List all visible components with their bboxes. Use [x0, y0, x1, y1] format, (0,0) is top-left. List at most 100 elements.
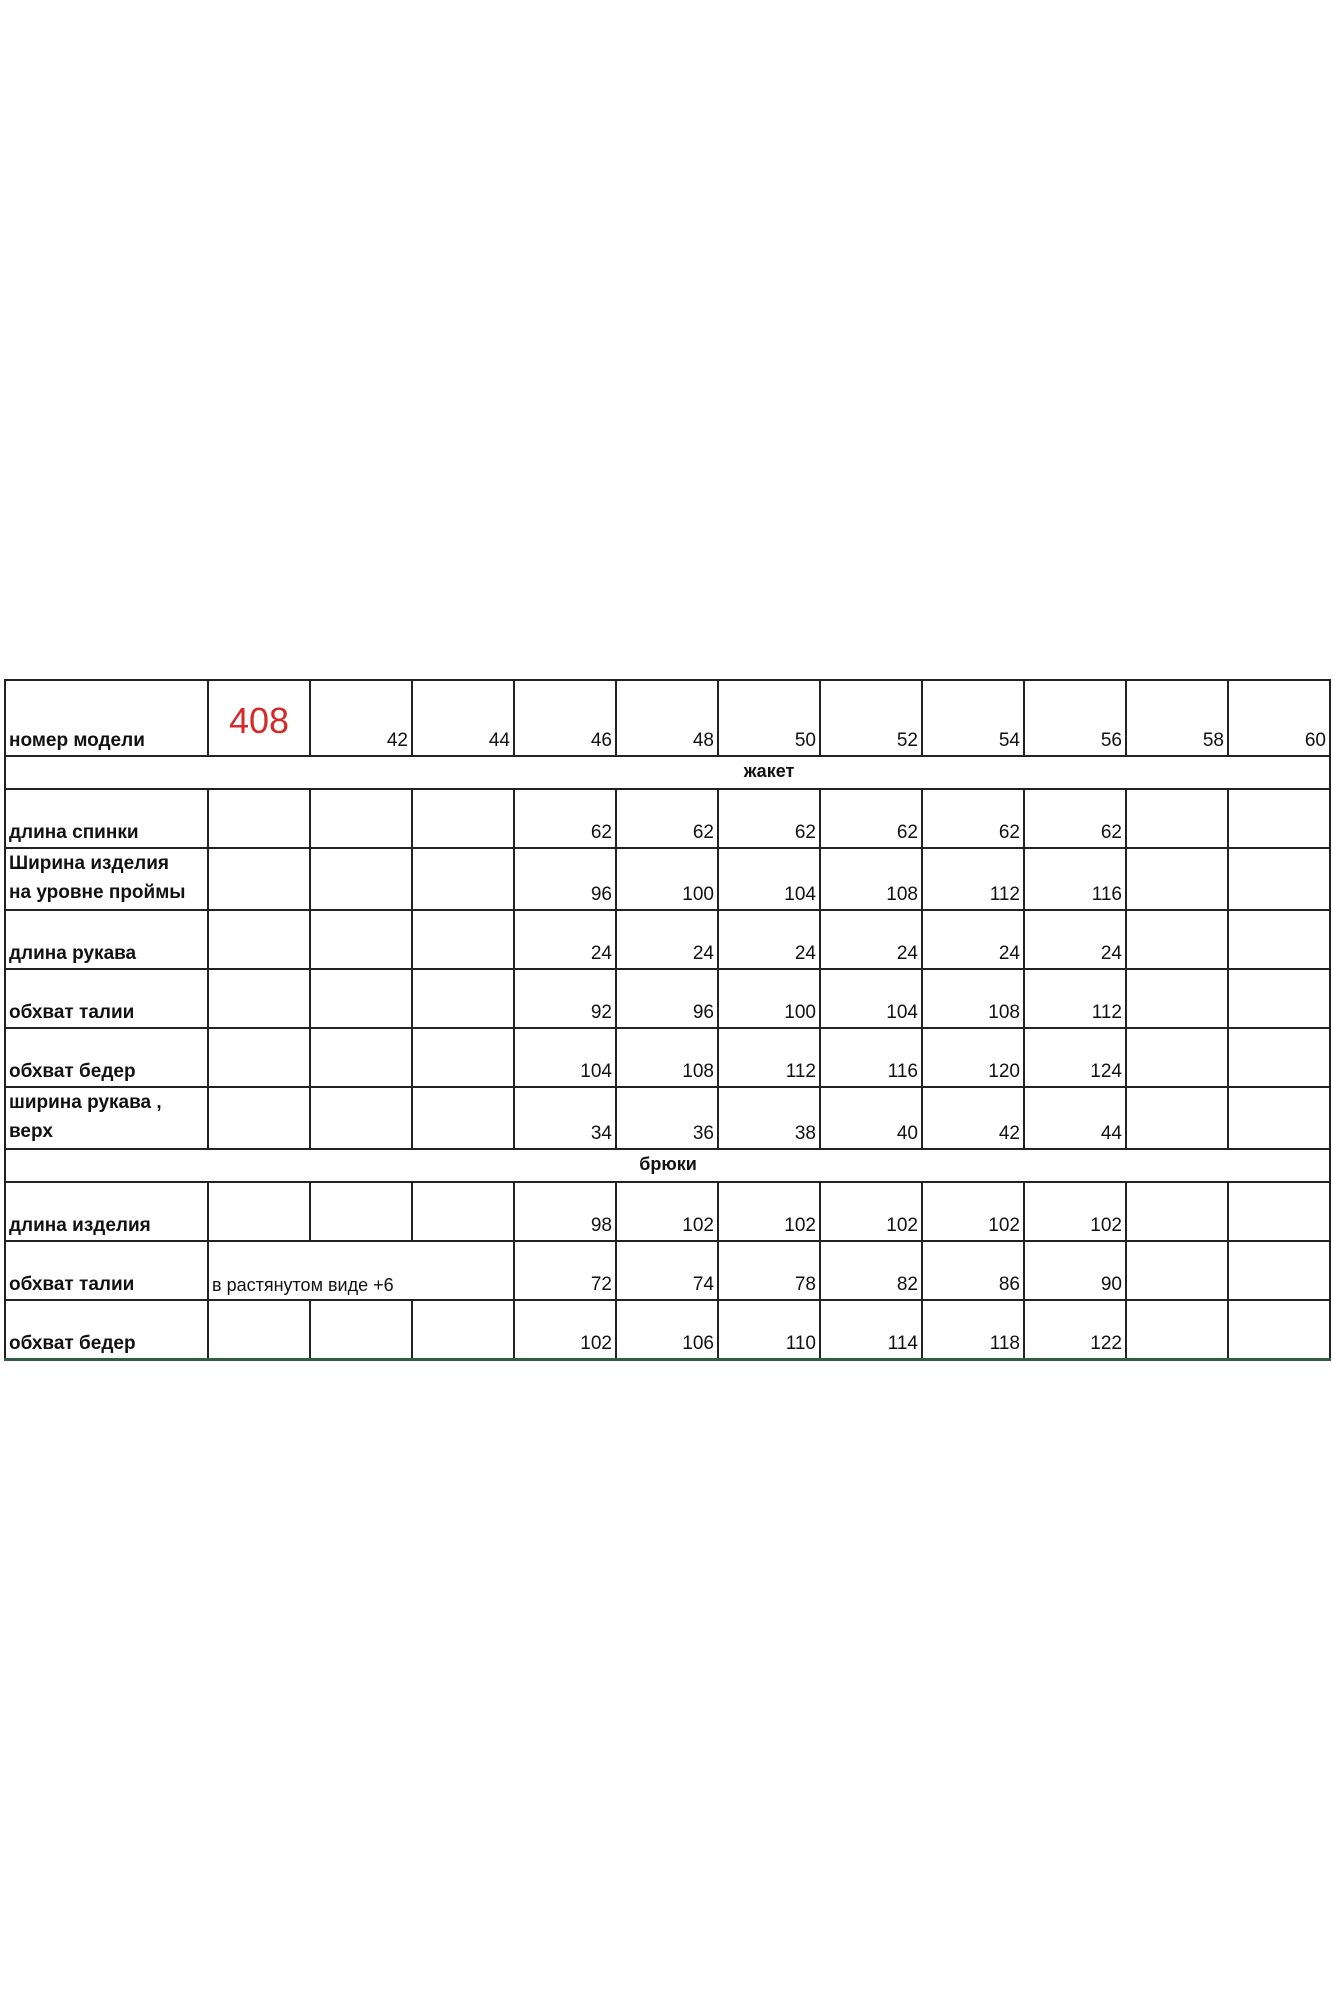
value-cell: 96	[615, 968, 719, 1029]
value-cell: 102	[1023, 1181, 1127, 1242]
empty-cell	[207, 909, 311, 970]
value-cell	[1227, 1181, 1331, 1242]
model-label: номер модели	[4, 679, 209, 757]
value-cell: 72	[513, 1240, 617, 1301]
size-header: 58	[1125, 679, 1229, 757]
value-cell	[1227, 1086, 1331, 1150]
value-cell	[411, 1086, 515, 1150]
value-cell: 116	[1023, 847, 1127, 911]
value-cell	[1125, 1086, 1229, 1150]
value-cell	[1125, 1027, 1229, 1088]
value-cell: 106	[615, 1299, 719, 1361]
label-line: на уровне проймы	[9, 882, 186, 903]
value-cell: 108	[819, 847, 923, 911]
value-cell	[411, 909, 515, 970]
empty-cell	[207, 1299, 311, 1361]
empty-cell	[412, 1240, 514, 1301]
value-cell	[1227, 968, 1331, 1029]
value-cell	[411, 1299, 515, 1361]
value-cell: 116	[819, 1027, 923, 1088]
value-cell: 96	[513, 847, 617, 911]
value-cell	[411, 968, 515, 1029]
value-cell: 112	[717, 1027, 821, 1088]
value-cell: 24	[921, 909, 1025, 970]
empty-cell	[207, 1027, 311, 1088]
value-cell: 82	[819, 1240, 923, 1301]
section-row: брюки	[4, 1148, 1331, 1183]
value-cell: 102	[921, 1181, 1025, 1242]
value-cell: 24	[819, 909, 923, 970]
size-header: 46	[513, 679, 617, 757]
section-row: жакет	[4, 755, 1331, 790]
value-cell	[1227, 788, 1331, 849]
value-cell: 24	[615, 909, 719, 970]
value-cell: 120	[921, 1027, 1025, 1088]
measurement-label: ширина рукава , верх	[4, 1086, 209, 1150]
size-header: 42	[309, 679, 413, 757]
label-line: верх	[9, 1121, 53, 1142]
value-cell: 104	[819, 968, 923, 1029]
value-cell	[309, 968, 413, 1029]
value-cell: 102	[717, 1181, 821, 1242]
value-cell: 34	[513, 1086, 617, 1150]
value-cell: 102	[615, 1181, 719, 1242]
value-cell: 42	[921, 1086, 1025, 1150]
value-cell	[1227, 1299, 1331, 1361]
value-cell: 110	[717, 1299, 821, 1361]
section-cell: брюки	[4, 1148, 1331, 1183]
table-row: длина рукава 24 24 24 24 24 24	[4, 909, 1331, 970]
value-cell	[1125, 788, 1229, 849]
empty-cell	[207, 847, 311, 911]
value-cell	[309, 788, 413, 849]
value-cell	[411, 788, 515, 849]
size-header: 48	[615, 679, 719, 757]
value-cell	[1125, 1240, 1229, 1301]
value-cell: 102	[819, 1181, 923, 1242]
value-cell: 40	[819, 1086, 923, 1150]
value-cell: 100	[717, 968, 821, 1029]
label-line: ширина рукава ,	[9, 1092, 162, 1113]
value-cell: 98	[513, 1181, 617, 1242]
measurement-label: обхват талии	[4, 968, 209, 1029]
value-cell	[309, 1086, 413, 1150]
empty-cell	[207, 1086, 311, 1150]
value-cell	[1125, 847, 1229, 911]
value-cell: 44	[1023, 1086, 1127, 1150]
measurement-label: обхват бедер	[4, 1027, 209, 1088]
size-header: 60	[1227, 679, 1331, 757]
value-cell	[309, 1299, 413, 1361]
value-cell: 104	[513, 1027, 617, 1088]
value-cell: 62	[921, 788, 1025, 849]
value-cell: 38	[717, 1086, 821, 1150]
value-cell: 100	[615, 847, 719, 911]
empty-cell	[207, 788, 311, 849]
value-cell	[1125, 909, 1229, 970]
table-row: обхват талии 92 96 100 104 108 112	[4, 968, 1331, 1029]
value-cell	[411, 1027, 515, 1088]
value-cell: 86	[921, 1240, 1025, 1301]
size-chart-table: номер модели 408 42 44 46 48 50 52 54 56…	[4, 679, 1331, 1361]
value-cell: 114	[819, 1299, 923, 1361]
value-cell: 24	[1023, 909, 1127, 970]
table-row: длина спинки 62 62 62 62 62 62	[4, 788, 1331, 849]
size-header: 54	[921, 679, 1025, 757]
table-row: обхват талии в растянутом виде +6 72 74 78 82…	[4, 1240, 1331, 1301]
value-cell: 104	[717, 847, 821, 911]
value-cell	[309, 847, 413, 911]
value-cell: 112	[1023, 968, 1127, 1029]
section-title: брюки	[639, 1154, 697, 1174]
value-cell: 112	[921, 847, 1025, 911]
value-cell	[309, 909, 413, 970]
value-cell	[411, 1181, 515, 1242]
value-cell: 36	[615, 1086, 719, 1150]
value-cell: 124	[1023, 1027, 1127, 1088]
value-cell	[411, 847, 515, 911]
measurement-label: обхват бедер	[4, 1299, 209, 1361]
value-cell	[1125, 968, 1229, 1029]
value-cell: 108	[615, 1027, 719, 1088]
value-cell: 78	[717, 1240, 821, 1301]
value-cell: 62	[717, 788, 821, 849]
value-cell: 118	[921, 1299, 1025, 1361]
section-title: жакет	[743, 761, 795, 781]
value-cell: 62	[1023, 788, 1127, 849]
